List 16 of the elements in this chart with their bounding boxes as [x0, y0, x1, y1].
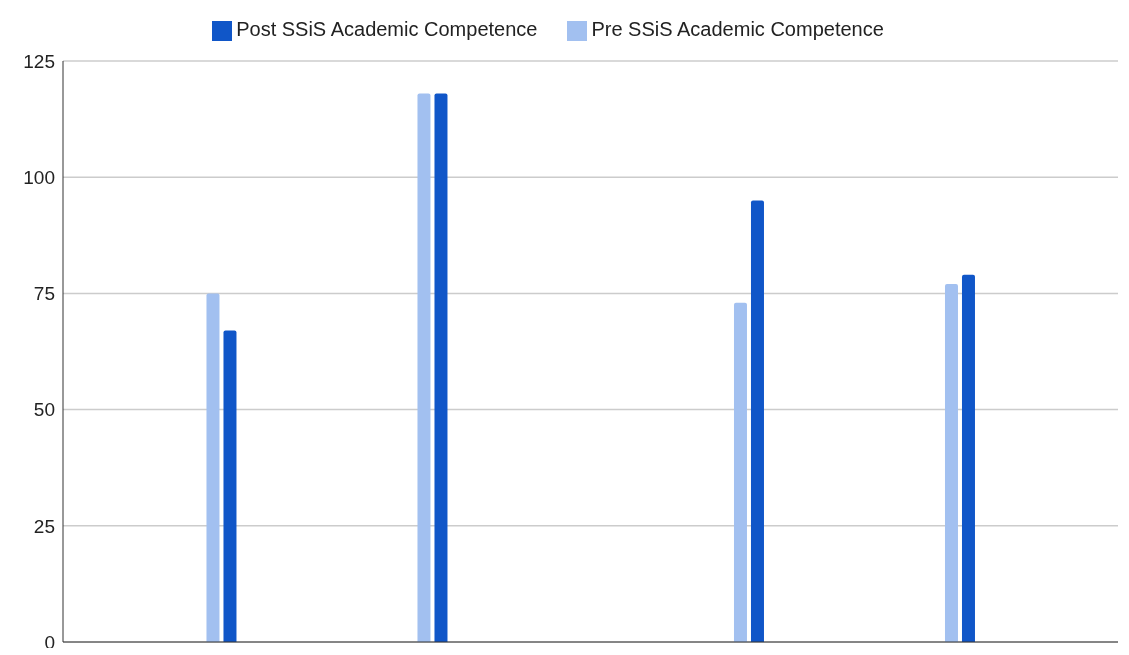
y-tick-label: 25 [33, 515, 55, 537]
bar [206, 293, 220, 642]
bar [944, 284, 958, 642]
y-tick-label: 50 [33, 399, 55, 421]
y-tick-label: 0 [44, 631, 55, 653]
bar [434, 93, 448, 642]
bar [223, 330, 237, 642]
legend-label: Pre SSiS Academic Competence [591, 18, 884, 40]
y-tick-label: 125 [23, 50, 55, 72]
legend-label: Post SSiS Academic Competence [236, 18, 538, 40]
bar [750, 200, 764, 642]
bar [733, 302, 747, 642]
bar [417, 93, 431, 642]
bar [961, 274, 975, 642]
y-tick-label: 75 [33, 283, 55, 305]
y-tick-label: 100 [23, 166, 55, 188]
